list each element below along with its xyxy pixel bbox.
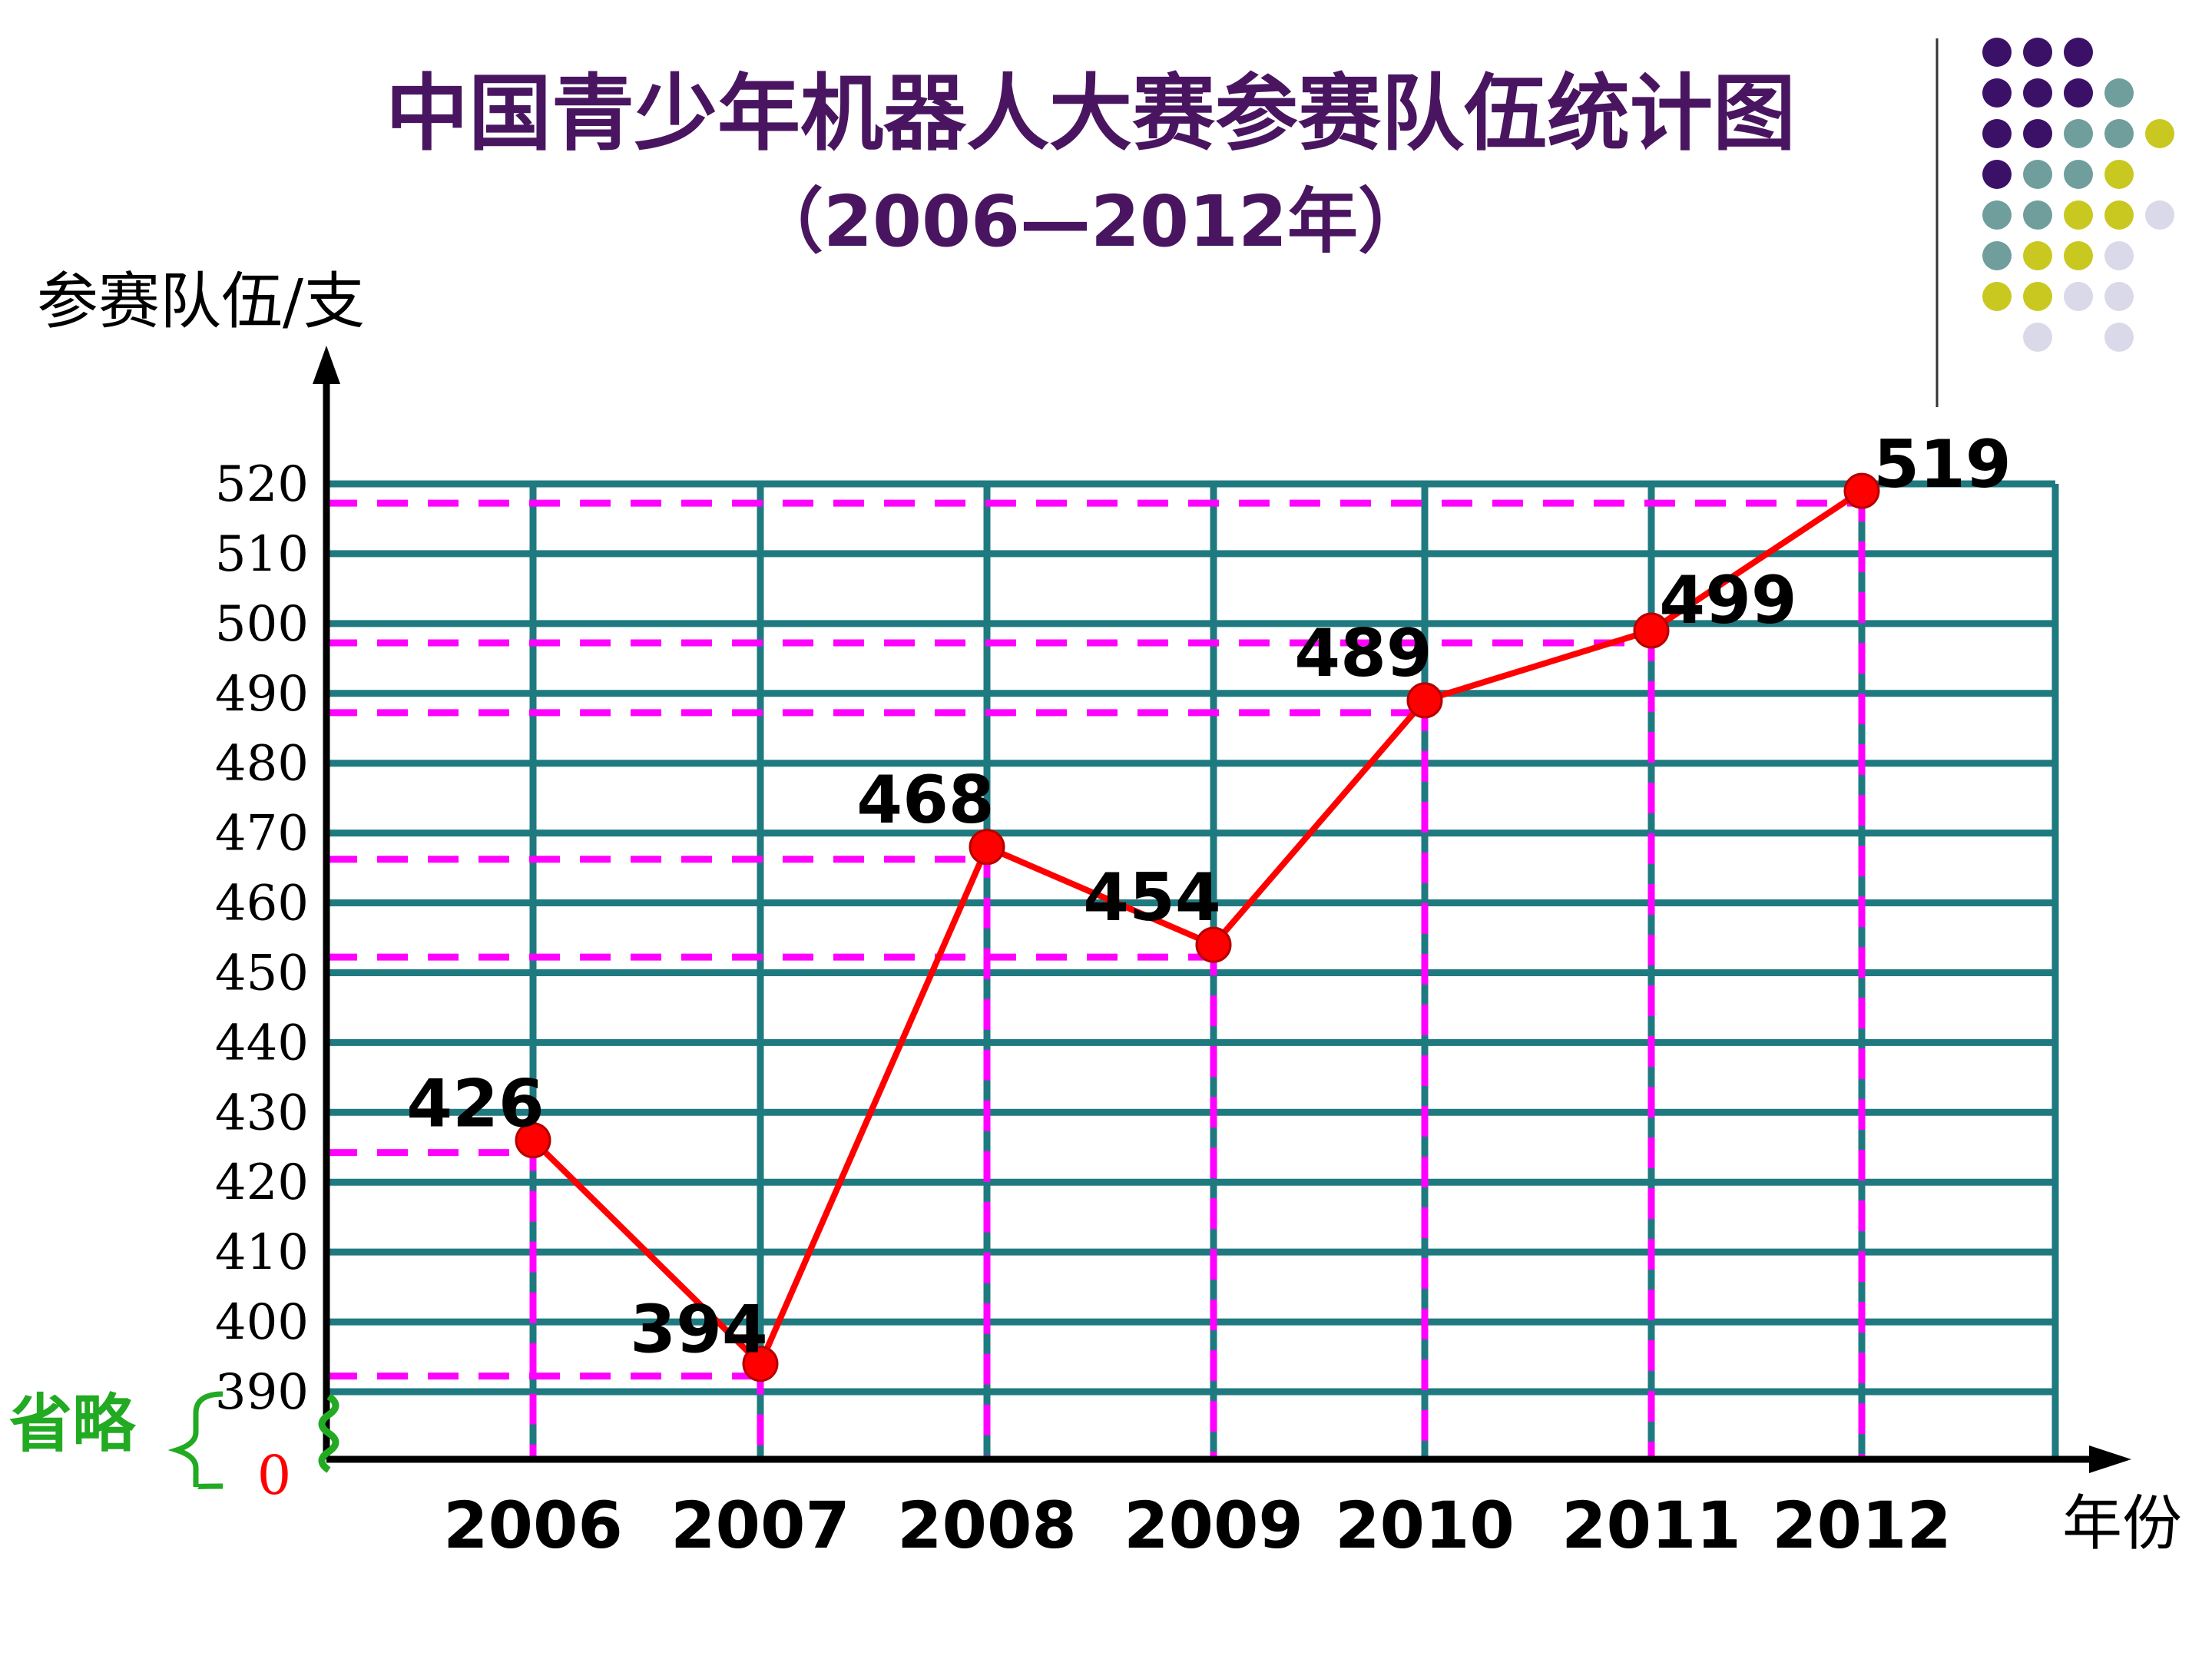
decoration-dot [2023,38,2052,67]
data-point [1843,472,1880,509]
decoration-dot [2023,323,2052,352]
decoration-dot [1982,119,2012,148]
decoration-dot [2145,119,2174,148]
x-tick-label: 2011 [1561,1488,1741,1563]
break-brace [167,1391,224,1490]
decoration-dot [2104,241,2134,270]
decoration-dot [2104,119,2134,148]
x-tick-label: 2007 [671,1488,850,1563]
y-tick-label: 430 [215,1084,309,1141]
decoration-dot [2104,323,2134,352]
y-tick-labels: 390 400 410 420 430 440 450 460 470 480 490 500 510 5… [215,456,309,1421]
decoration-dot [1982,38,2012,67]
y-tick-label: 470 [215,806,309,863]
data-label: 489 [1294,615,1432,692]
x-tick-label: 2009 [1124,1488,1303,1563]
data-label: 454 [1083,859,1221,936]
data-point [742,1346,779,1382]
decoration-dot [2104,160,2134,189]
data-label: 519 [1873,426,2012,503]
y-tick-label: 440 [215,1015,309,1071]
data-label: 468 [856,762,995,839]
axes [313,346,2131,1473]
decoration-dot [2023,78,2052,108]
omitted-label: 省略 [9,1388,137,1461]
decoration-dot [2104,200,2134,230]
dot-matrix-decoration [1982,38,2174,352]
y-tick-label: 480 [215,736,309,793]
decoration-dot [1982,200,2012,230]
data-point [515,1122,551,1159]
chart-title: 中国青少年机器人大赛参赛队伍统计图 [386,66,1796,162]
x-tick-label: 2010 [1335,1488,1515,1563]
x-axis-title: 年份 [2062,1489,2182,1558]
data-point [1406,682,1443,719]
decoration-dot [2023,160,2052,189]
x-tick-label: 2008 [897,1488,1077,1563]
decoration-dot [2064,78,2093,108]
y-tick-label: 410 [215,1224,309,1281]
y-tick-label: 420 [215,1154,309,1211]
y-tick-label: 510 [215,526,309,583]
data-point [969,829,1005,866]
y-tick-label: 490 [215,666,309,723]
decoration-dot [1982,78,2012,108]
decoration-dot [2023,241,2052,270]
y-tick-label: 400 [215,1294,309,1351]
data-labels: 426 394 468 454 489 499 519 [406,426,2012,1369]
decoration-dot [1982,241,2012,270]
decoration-dot [2145,200,2174,230]
y-tick-label: 390 [215,1364,309,1421]
zero-label: 0 [257,1444,292,1507]
decoration-dot [2023,119,2052,148]
y-tick-label: 460 [215,876,309,932]
guide-lines [326,491,1866,1459]
data-label: 394 [630,1292,768,1369]
decoration-dot [2064,160,2093,189]
break-zigzag [318,1393,339,1473]
decoration-dot [2023,282,2052,311]
decoration-dot [2064,282,2093,311]
y-tick-label: 450 [215,945,309,1002]
series-line [515,472,1880,1382]
decoration-dot [2064,200,2093,230]
data-label: 426 [406,1066,545,1143]
y-axis-arrow [313,346,340,384]
x-tick-labels: 2006 2007 2008 2009 2010 2011 2012 [443,1488,1952,1563]
data-point [1633,612,1670,649]
x-tick-label: 2012 [1772,1488,1952,1563]
y-axis-title: 参赛队伍/支 [37,266,365,337]
decoration-dot [2104,282,2134,311]
data-point [1195,926,1232,963]
y-tick-label: 500 [215,596,309,653]
data-label: 499 [1659,562,1797,639]
decoration-dot [2064,119,2093,148]
axis-break: 省略 0 [9,1388,339,1507]
y-tick-label: 520 [215,456,309,513]
decoration-dot [2064,241,2093,270]
decoration-dot [1982,282,2012,311]
decoration-dot [2104,78,2134,108]
chart-subtitle: （2006—2012年） [753,180,1429,263]
x-axis-arrow [2089,1445,2131,1473]
decoration-dot [1982,160,2012,189]
decoration-dot [2023,200,2052,230]
x-tick-label: 2006 [443,1488,623,1563]
decoration-dot [2064,38,2093,67]
